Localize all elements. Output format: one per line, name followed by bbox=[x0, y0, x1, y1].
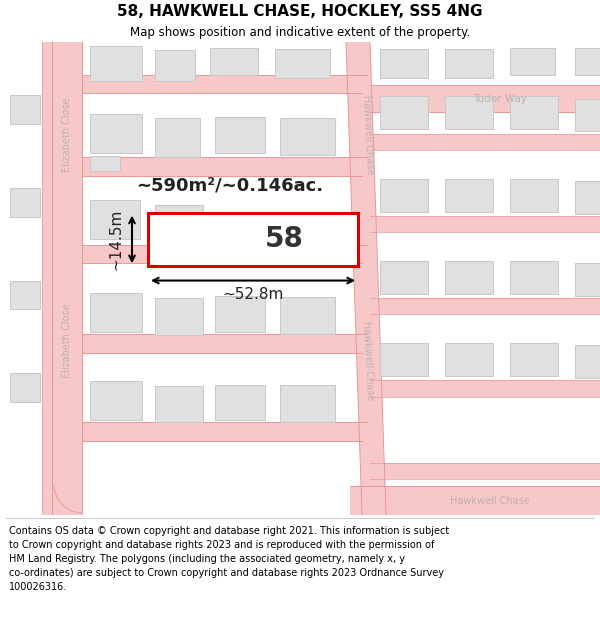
Bar bbox=[445, 343, 493, 376]
Bar bbox=[510, 48, 555, 75]
Text: Elizabeth Close: Elizabeth Close bbox=[62, 303, 72, 378]
Bar bbox=[90, 114, 142, 153]
Bar bbox=[82, 244, 362, 263]
Bar bbox=[370, 85, 600, 112]
Text: Map shows position and indicative extent of the property.: Map shows position and indicative extent… bbox=[130, 26, 470, 39]
Bar bbox=[155, 386, 203, 423]
Bar bbox=[370, 380, 600, 397]
Bar bbox=[445, 96, 493, 129]
Text: Tudor Way: Tudor Way bbox=[473, 94, 527, 104]
Bar bbox=[575, 181, 600, 214]
Bar bbox=[280, 297, 335, 334]
Text: Elizabeth Close: Elizabeth Close bbox=[62, 98, 72, 172]
Polygon shape bbox=[346, 42, 386, 515]
Bar bbox=[90, 381, 142, 421]
Bar bbox=[10, 281, 40, 309]
Bar bbox=[215, 296, 265, 332]
Bar bbox=[575, 263, 600, 296]
Bar bbox=[82, 422, 362, 441]
Bar bbox=[280, 386, 335, 423]
Bar bbox=[575, 48, 600, 75]
Bar bbox=[155, 50, 195, 81]
Text: ~14.5m: ~14.5m bbox=[109, 209, 124, 270]
Bar bbox=[370, 134, 600, 150]
Bar bbox=[350, 486, 600, 515]
Bar bbox=[148, 213, 358, 266]
Bar bbox=[575, 346, 600, 378]
Bar bbox=[510, 261, 558, 294]
Bar bbox=[90, 293, 142, 332]
Bar bbox=[42, 42, 52, 515]
Bar bbox=[380, 49, 428, 78]
Bar bbox=[445, 261, 493, 294]
Bar bbox=[10, 188, 40, 217]
Bar bbox=[280, 118, 335, 155]
Text: ~590m²/~0.146ac.: ~590m²/~0.146ac. bbox=[136, 177, 323, 195]
Text: Hawkwell Chase: Hawkwell Chase bbox=[361, 321, 375, 401]
Bar bbox=[380, 261, 428, 294]
Bar bbox=[10, 373, 40, 402]
Bar bbox=[275, 49, 330, 78]
Bar bbox=[155, 206, 203, 242]
Bar bbox=[575, 99, 600, 131]
Bar bbox=[380, 179, 428, 212]
Bar bbox=[370, 462, 600, 479]
Bar bbox=[155, 298, 203, 335]
Bar bbox=[155, 118, 200, 157]
Bar bbox=[10, 96, 40, 124]
Bar bbox=[510, 96, 558, 129]
Bar bbox=[210, 48, 258, 75]
Bar bbox=[370, 216, 600, 232]
Bar bbox=[510, 179, 558, 212]
Bar bbox=[445, 49, 493, 78]
Bar bbox=[215, 386, 265, 421]
Text: ~52.8m: ~52.8m bbox=[223, 288, 284, 302]
Bar bbox=[510, 343, 558, 376]
Bar bbox=[445, 179, 493, 212]
Text: Hawkwell Chase: Hawkwell Chase bbox=[450, 496, 530, 506]
Bar bbox=[215, 117, 265, 153]
Bar bbox=[90, 201, 140, 239]
Bar bbox=[82, 157, 362, 176]
Text: Hawkwell Chase: Hawkwell Chase bbox=[361, 94, 375, 174]
Bar bbox=[90, 156, 120, 171]
Text: Contains OS data © Crown copyright and database right 2021. This information is : Contains OS data © Crown copyright and d… bbox=[9, 526, 449, 592]
Bar bbox=[380, 96, 428, 129]
Bar bbox=[370, 298, 600, 314]
Bar bbox=[82, 334, 362, 352]
Text: 58, HAWKWELL CHASE, HOCKLEY, SS5 4NG: 58, HAWKWELL CHASE, HOCKLEY, SS5 4NG bbox=[117, 4, 483, 19]
Bar bbox=[90, 46, 142, 81]
Bar bbox=[52, 42, 82, 515]
Bar bbox=[82, 75, 362, 93]
Bar bbox=[380, 343, 428, 376]
Text: 58: 58 bbox=[265, 226, 304, 253]
